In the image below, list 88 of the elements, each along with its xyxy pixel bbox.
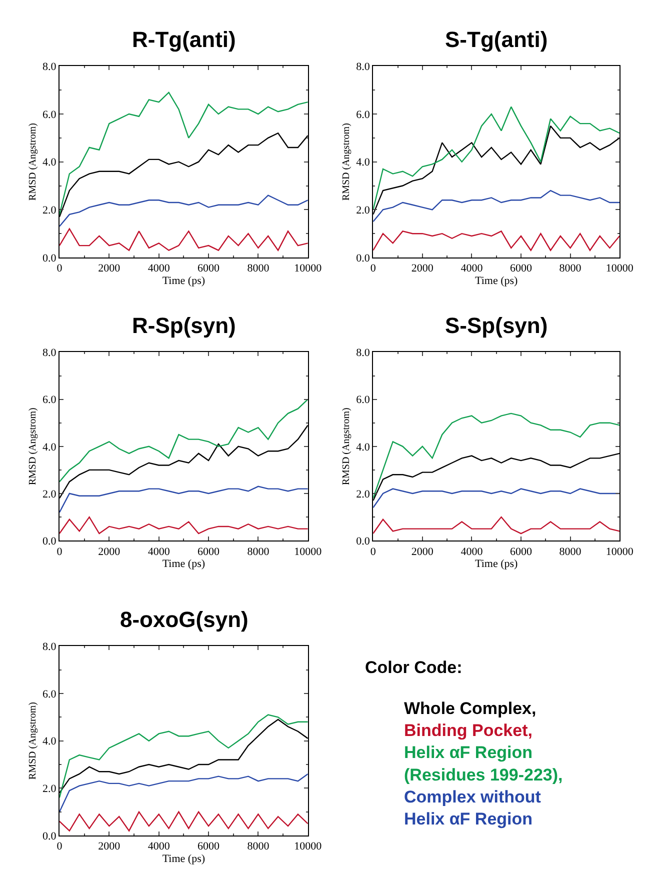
x-tick-label: 2000 — [411, 546, 434, 558]
x-tick-label: 0 — [56, 262, 63, 275]
x-tick-label: 6000 — [198, 840, 220, 853]
line-series — [59, 773, 308, 812]
line-series — [59, 811, 308, 832]
line-series — [59, 228, 308, 251]
y-tick-label: 2.0 — [42, 204, 57, 217]
x-tick-label: 6000 — [510, 546, 532, 558]
y-tick-label: 6.0 — [42, 108, 57, 121]
y-tick-label: 6.0 — [356, 108, 370, 121]
line-series — [373, 516, 620, 534]
y-tick-label: 2.0 — [42, 783, 57, 796]
line-series — [59, 486, 308, 513]
y-tick-label: 4.0 — [42, 441, 57, 454]
y-tick-label: 6.0 — [42, 688, 57, 700]
x-tick-label: 10000 — [294, 840, 322, 853]
line-series — [59, 398, 308, 482]
x-axis-title: Time (ps) — [475, 274, 518, 287]
chart-title: S-Tg(anti) — [445, 27, 548, 52]
text: Binding Pocket, — [404, 721, 532, 740]
x-tick-label: 8000 — [559, 262, 582, 275]
x-tick-label: 10000 — [606, 262, 634, 275]
x-tick-label: 4000 — [460, 262, 484, 275]
x-tick-label: 4000 — [148, 262, 170, 275]
x-tick-label: 4000 — [148, 546, 170, 558]
y-tick-label: 8.0 — [356, 61, 370, 74]
x-tick-label: 6000 — [510, 262, 532, 275]
x-tick-label: 0 — [56, 546, 63, 558]
y-tick-label: 6.0 — [42, 394, 57, 406]
y-tick-label: 6.0 — [356, 394, 370, 406]
y-tick-label: 0.0 — [356, 535, 370, 548]
y-tick-label: 8.0 — [42, 347, 57, 360]
x-tick-label: 4000 — [460, 546, 484, 558]
x-tick-label: 0 — [370, 262, 376, 275]
legend-title: Color Code: — [365, 658, 462, 677]
x-tick-label: 2000 — [98, 262, 121, 275]
y-tick-label: 4.0 — [42, 736, 57, 748]
x-tick-label: 2000 — [98, 546, 121, 558]
x-tick-label: 2000 — [98, 840, 121, 853]
text: Helix αF Region (Residues 199-223), — [404, 743, 563, 784]
y-tick-label: 0.0 — [42, 830, 57, 842]
x-axis-title: Time (ps) — [162, 274, 206, 287]
x-axis-title: Time (ps) — [162, 558, 206, 570]
y-tick-label: 8.0 — [42, 640, 57, 653]
x-tick-label: 6000 — [198, 546, 220, 558]
chart-title: R-Sp(syn) — [132, 313, 236, 338]
y-tick-label: 4.0 — [356, 441, 370, 454]
x-tick-label: 10000 — [606, 546, 634, 558]
x-tick-label: 10000 — [294, 262, 322, 275]
line-series — [59, 194, 308, 228]
y-axis-title: RMSD (Angstrom) — [341, 408, 352, 486]
chart-title: R-Tg(anti) — [132, 27, 236, 52]
text: Whole Complex, — [404, 699, 536, 718]
y-tick-label: 8.0 — [356, 347, 370, 360]
line-series — [373, 190, 620, 222]
x-tick-label: 2000 — [411, 262, 434, 275]
y-tick-label: 2.0 — [356, 488, 370, 500]
y-axis-title: RMSD (Angstrom) — [28, 702, 39, 780]
y-tick-label: 8.0 — [42, 61, 57, 74]
y-tick-label: 2.0 — [356, 204, 370, 217]
x-tick-label: 8000 — [559, 546, 582, 558]
chart-title: S-Sp(syn) — [445, 313, 548, 338]
x-tick-label: 6000 — [198, 262, 220, 275]
line-series — [373, 412, 620, 499]
y-axis-title: RMSD (Angstrom) — [341, 123, 352, 201]
x-tick-label: 10000 — [294, 546, 322, 558]
x-tick-label: 0 — [370, 546, 376, 558]
x-tick-label: 8000 — [247, 262, 270, 275]
y-tick-label: 2.0 — [42, 488, 57, 500]
chart-title: 8-oxoG(syn) — [120, 607, 248, 632]
x-tick-label: 8000 — [247, 546, 270, 558]
x-tick-label: 8000 — [247, 840, 270, 853]
line-series — [373, 230, 620, 251]
y-axis-title: RMSD (Angstrom) — [28, 123, 39, 201]
text: Complex without Helix αF Region — [404, 787, 542, 828]
y-tick-label: 0.0 — [42, 535, 57, 548]
y-tick-label: 4.0 — [42, 156, 57, 169]
y-axis-title: RMSD (Angstrom) — [28, 408, 39, 486]
y-tick-label: 0.0 — [356, 252, 370, 264]
y-tick-label: 4.0 — [356, 156, 370, 169]
x-axis-title: Time (ps) — [162, 852, 206, 865]
y-tick-label: 0.0 — [42, 252, 57, 264]
x-axis-title: Time (ps) — [475, 558, 518, 570]
x-tick-label: 4000 — [148, 840, 170, 853]
line-series — [59, 516, 308, 534]
line-series — [59, 92, 308, 216]
x-tick-label: 0 — [56, 840, 63, 853]
line-series — [373, 106, 620, 210]
